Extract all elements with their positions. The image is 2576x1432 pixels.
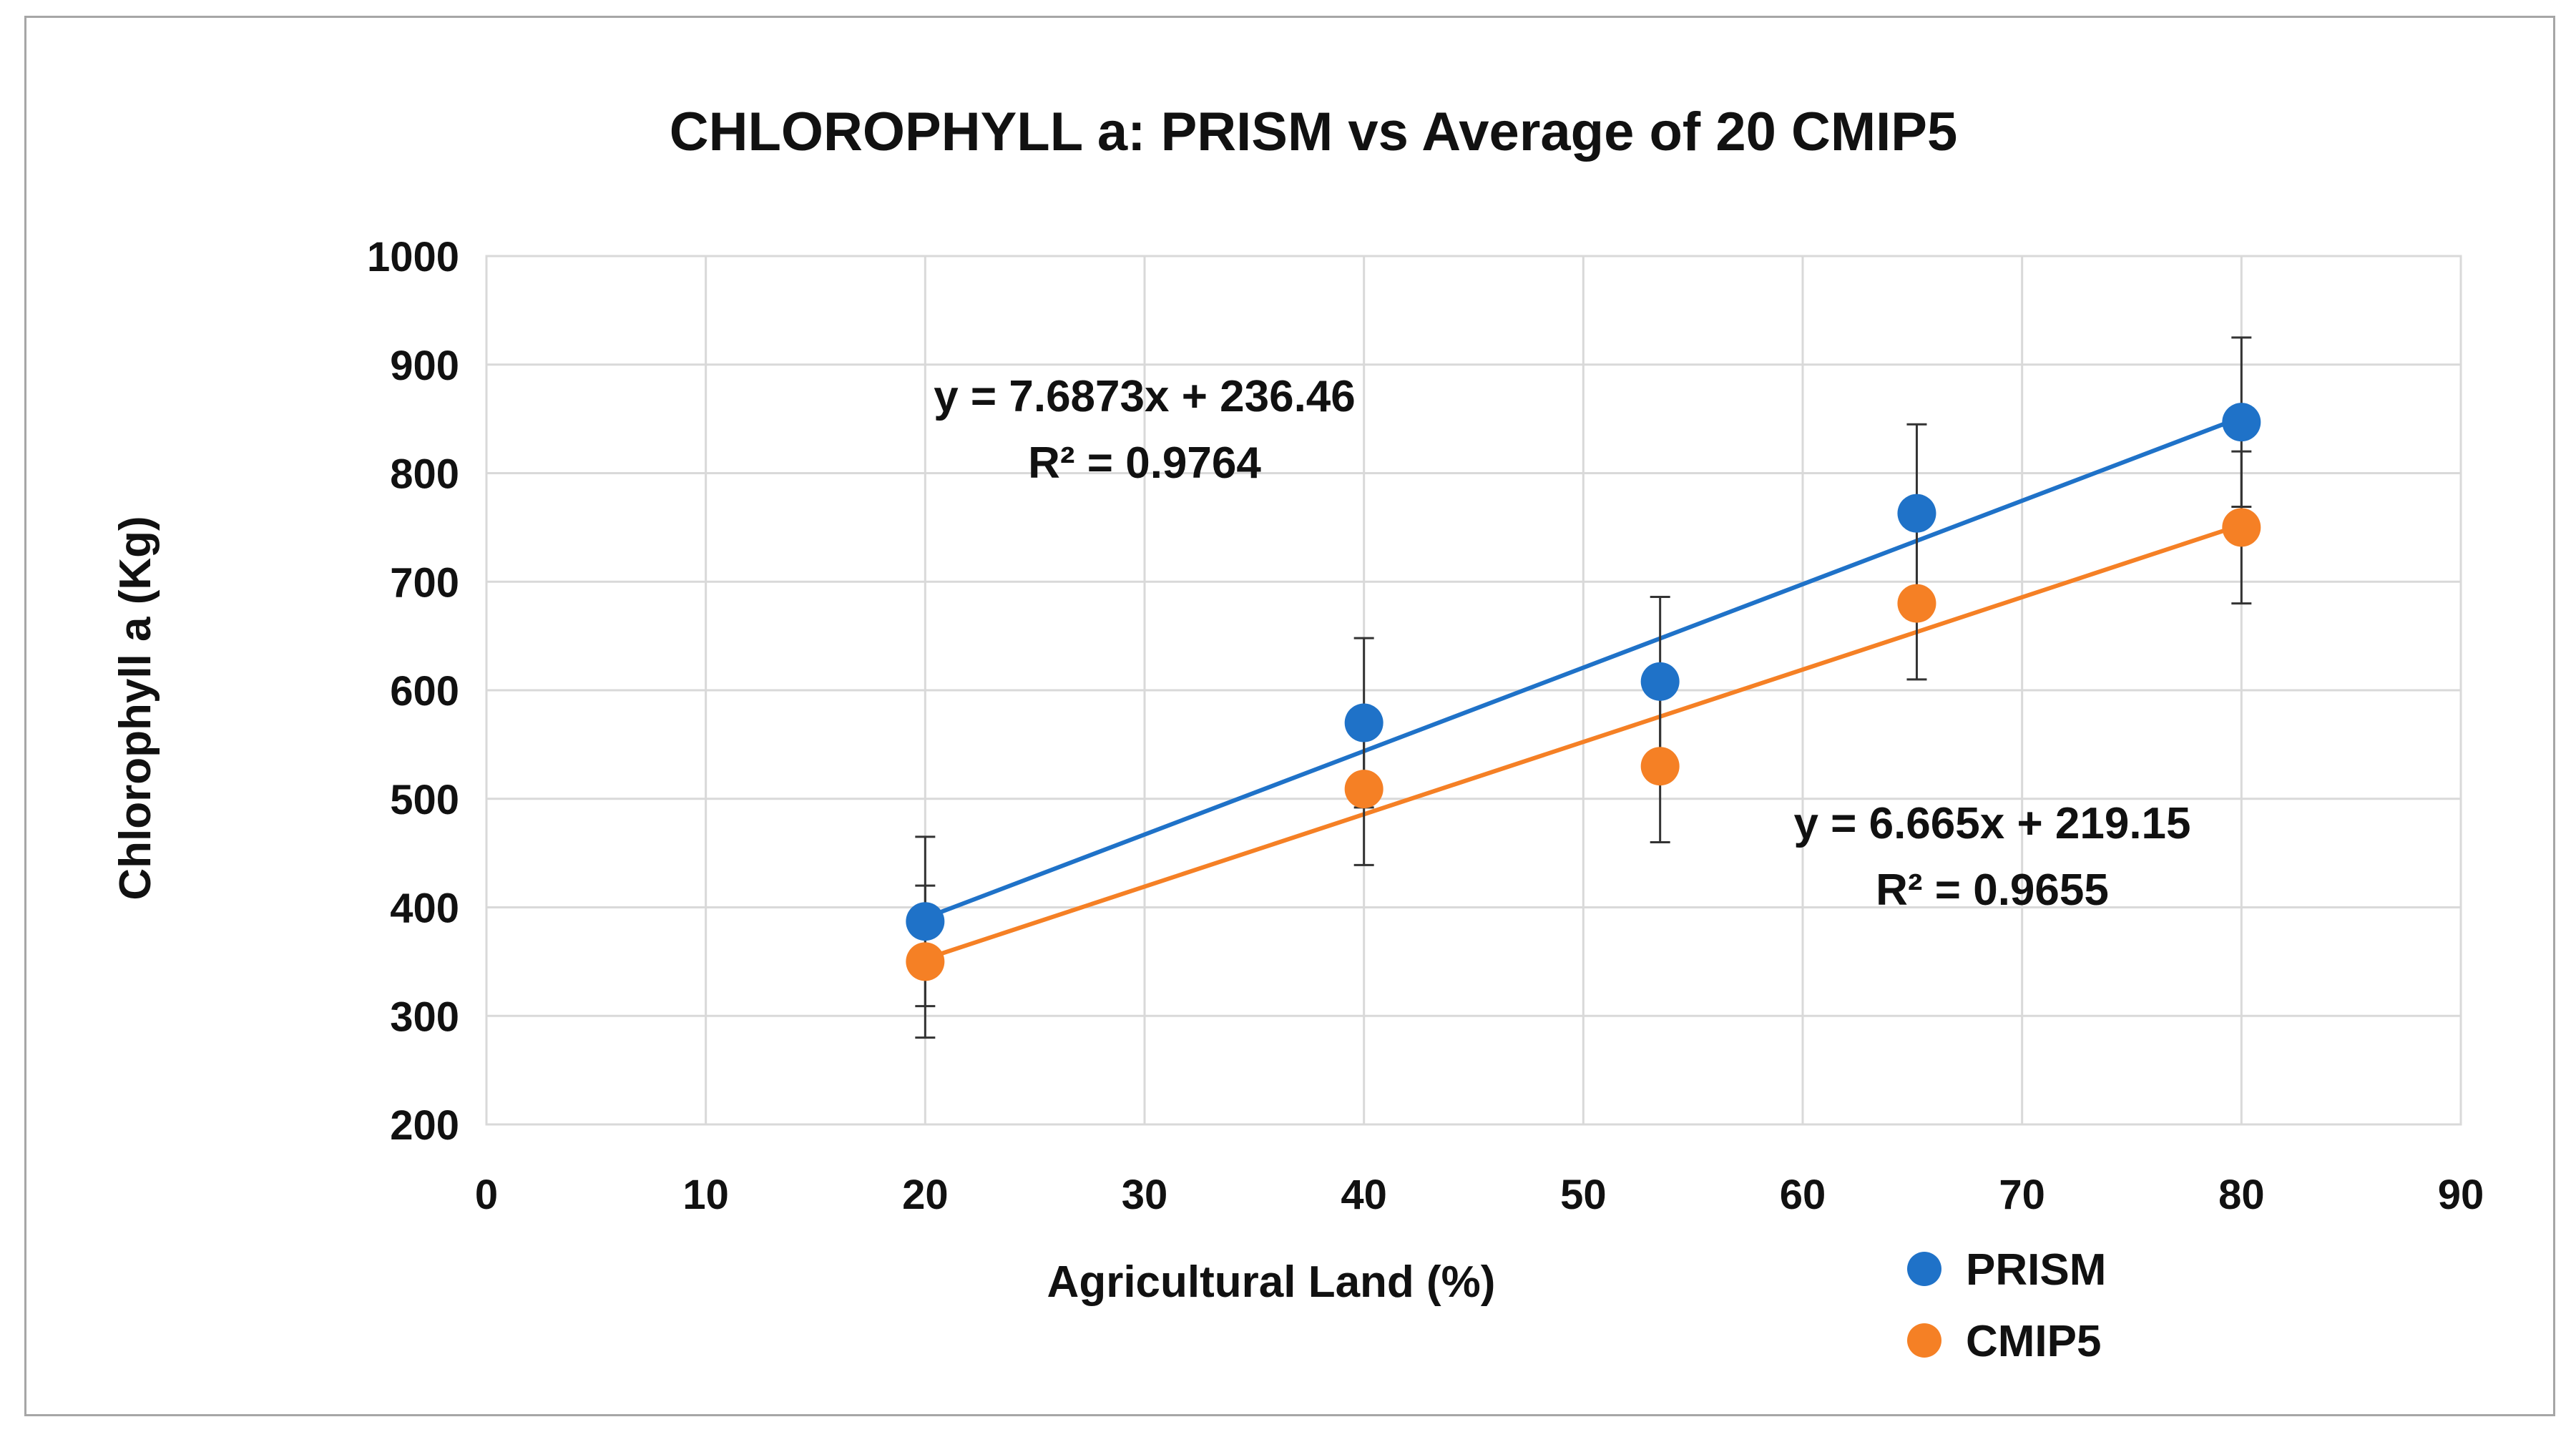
legend-label-cmip5: CMIP5 bbox=[1966, 1317, 2101, 1366]
point-prism bbox=[1897, 494, 1936, 533]
point-cmip5 bbox=[1344, 770, 1384, 809]
x-tick-label: 20 bbox=[902, 1172, 949, 1218]
plot-area bbox=[485, 255, 2462, 1126]
x-tick-label: 80 bbox=[2218, 1172, 2265, 1218]
point-prism bbox=[2222, 403, 2261, 442]
legend: PRISM CMIP5 bbox=[1907, 1245, 2106, 1366]
cmip5-equation: y = 6.665x + 219.15 bbox=[1793, 799, 2190, 848]
y-tick-label: 400 bbox=[390, 886, 459, 932]
x-tick-label: 0 bbox=[475, 1172, 498, 1218]
chart-title: CHLOROPHYLL a: PRISM vs Average of 20 CM… bbox=[670, 102, 1958, 162]
x-tick-label: 60 bbox=[1780, 1172, 1826, 1218]
y-tick-label: 800 bbox=[390, 451, 459, 498]
y-axis-label: Chlorophyll a (Kg) bbox=[111, 516, 160, 900]
point-cmip5 bbox=[2222, 508, 2261, 547]
x-tick-label: 40 bbox=[1341, 1172, 1387, 1218]
cmip5-r-squared: R² = 0.9655 bbox=[1876, 865, 2109, 915]
y-tick-label: 1000 bbox=[367, 234, 459, 280]
y-tick-label: 900 bbox=[390, 343, 459, 389]
x-tick-label: 70 bbox=[1999, 1172, 2045, 1218]
point-prism bbox=[906, 902, 945, 941]
grid bbox=[485, 255, 2462, 1126]
point-cmip5 bbox=[1897, 584, 1936, 623]
point-prism bbox=[1640, 662, 1680, 701]
legend-marker-prism bbox=[1907, 1252, 1941, 1286]
x-tick-label: 90 bbox=[2438, 1172, 2484, 1218]
legend-marker-cmip5 bbox=[1907, 1323, 1941, 1358]
y-tick-label: 200 bbox=[390, 1102, 459, 1149]
x-axis-label: Agricultural Land (%) bbox=[1047, 1257, 1496, 1307]
trendline-prism bbox=[924, 415, 2243, 921]
x-tick-label: 10 bbox=[682, 1172, 729, 1218]
legend-label-prism: PRISM bbox=[1966, 1245, 2106, 1295]
y-tick-label: 600 bbox=[390, 668, 459, 715]
y-tick-label: 500 bbox=[390, 777, 459, 823]
trendline-cmip5 bbox=[924, 522, 2243, 961]
y-tick-label: 700 bbox=[390, 559, 459, 606]
y-tick-label: 300 bbox=[390, 994, 459, 1040]
point-cmip5 bbox=[1640, 747, 1680, 786]
x-tick-label: 30 bbox=[1122, 1172, 1168, 1218]
data-points bbox=[906, 403, 2261, 981]
tick-labels: 0 10 20 30 40 50 60 70 80 90 200 300 400 500 600 700 800… bbox=[367, 234, 2484, 1218]
point-cmip5 bbox=[906, 942, 945, 981]
chart-frame bbox=[24, 16, 2555, 1416]
trendlines bbox=[924, 415, 2243, 961]
prism-r-squared: R² = 0.9764 bbox=[1028, 438, 1261, 488]
prism-equation: y = 7.6873x + 236.46 bbox=[934, 372, 1356, 421]
x-tick-label: 50 bbox=[1560, 1172, 1607, 1218]
point-prism bbox=[1344, 703, 1384, 742]
